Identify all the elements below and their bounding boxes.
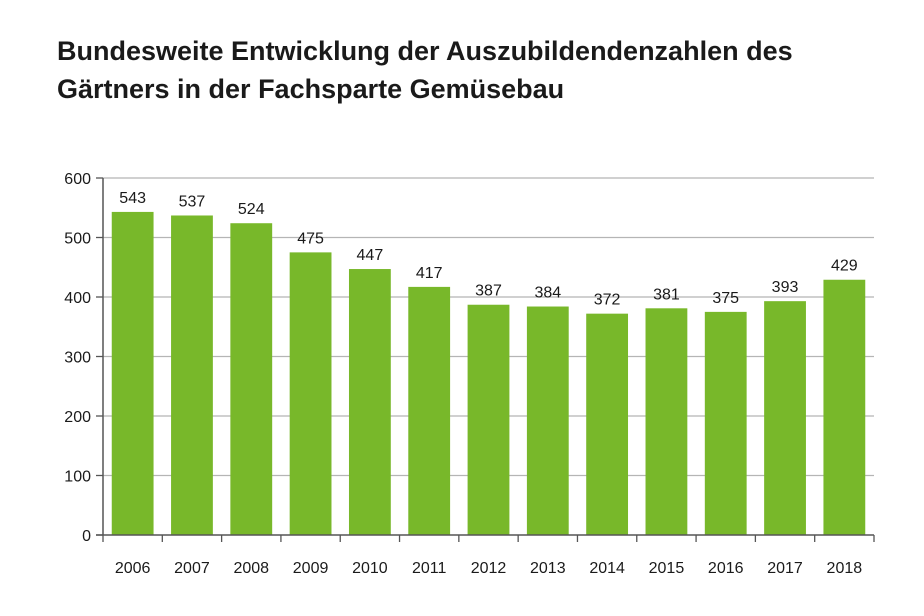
x-tick-label: 2008 (233, 560, 269, 577)
bar (289, 252, 332, 535)
bar (111, 211, 154, 536)
data-label: 375 (712, 290, 739, 307)
data-label: 417 (416, 265, 443, 282)
y-tick-label: 600 (64, 171, 91, 188)
y-tick-label: 400 (64, 290, 91, 307)
data-label: 384 (534, 285, 561, 302)
bar (348, 269, 391, 535)
bar (764, 301, 806, 535)
data-label: 372 (594, 292, 621, 309)
y-tick-label: 200 (64, 409, 91, 426)
data-label: 381 (653, 286, 680, 303)
bar (171, 215, 213, 536)
x-tick-label: 2015 (649, 560, 685, 577)
x-tick-label: 2010 (352, 560, 388, 577)
x-tick-label: 2012 (471, 560, 507, 577)
chart-title-line-2: Gärtners in der Fachsparte Gemüsebau (57, 74, 565, 104)
data-label: 429 (831, 258, 858, 275)
chart-title: Bundesweite Entwicklung der Auszubildend… (57, 32, 877, 108)
bar (526, 306, 569, 535)
labels: 0 100 200 300 400 500 600 543 2006 537 2007 524 2008… (64, 171, 862, 577)
x-tick-label: 2018 (827, 560, 863, 577)
bar (408, 286, 451, 535)
data-label: 447 (357, 247, 384, 264)
bar (467, 304, 510, 535)
bar (645, 308, 688, 535)
chart-title-line-1: Bundesweite Entwicklung der Auszubildend… (57, 36, 793, 66)
x-tick-label: 2009 (293, 560, 329, 577)
data-label: 524 (238, 201, 265, 218)
x-tick-label: 2006 (115, 560, 151, 577)
x-tick-label: 2016 (708, 560, 744, 577)
y-tick-label: 500 (64, 231, 91, 248)
x-tick-label: 2011 (412, 560, 447, 577)
bar (586, 313, 629, 535)
axes (96, 177, 875, 542)
data-label: 387 (475, 283, 502, 300)
bar (823, 279, 866, 535)
x-tick-label: 2017 (767, 560, 803, 577)
x-tick-label: 2013 (530, 560, 566, 577)
bar (230, 223, 273, 535)
y-tick-label: 100 (64, 469, 91, 486)
bars (111, 211, 866, 536)
bar (704, 311, 747, 535)
y-tick-label: 300 (64, 350, 91, 367)
x-tick-label: 2007 (174, 560, 210, 577)
y-tick-label: 0 (82, 528, 91, 545)
data-label: 537 (179, 193, 206, 210)
data-label: 543 (119, 190, 146, 207)
data-label: 393 (772, 279, 799, 296)
x-tick-label: 2014 (589, 560, 625, 577)
data-label: 475 (297, 230, 324, 247)
